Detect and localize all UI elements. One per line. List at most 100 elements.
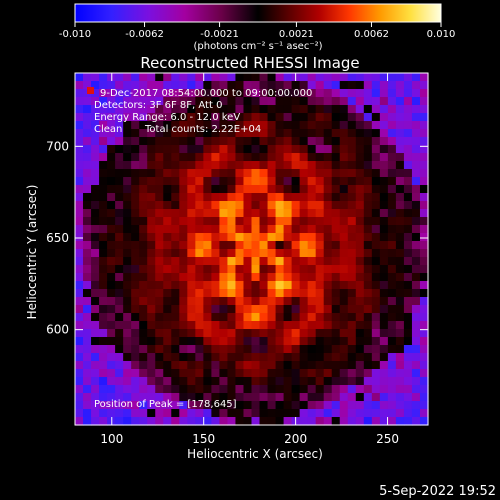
heatmap-cell (179, 97, 188, 106)
heatmap-cell (139, 329, 148, 338)
heatmap-cell (419, 145, 429, 154)
heatmap-cell (243, 73, 253, 82)
heatmap-cell (179, 241, 188, 250)
heatmap-cell (387, 273, 397, 282)
heatmap-cell (171, 329, 180, 338)
heatmap-cell (403, 73, 413, 82)
heatmap-cell (307, 393, 317, 402)
heatmap-cell (259, 249, 269, 258)
heatmap-cell (75, 193, 84, 202)
heatmap-cell (75, 153, 84, 162)
heatmap-cell (339, 193, 349, 202)
heatmap-cell (139, 81, 148, 90)
heatmap-cell (355, 313, 365, 322)
heatmap-cell (315, 241, 325, 250)
heatmap-cell (339, 409, 349, 418)
heatmap-cell (387, 113, 397, 122)
heatmap-cell (299, 289, 309, 298)
heatmap-cell (123, 281, 132, 290)
heatmap-cell (387, 209, 397, 218)
heatmap-cell (107, 201, 116, 210)
heatmap-cell (347, 273, 357, 282)
heatmap-cell (379, 233, 389, 242)
heatmap-cell (203, 121, 212, 130)
heatmap-cell (235, 249, 245, 258)
heatmap-cell (339, 417, 349, 426)
heatmap-cell (259, 225, 269, 234)
heatmap-cell (243, 129, 253, 138)
heatmap-cell (355, 257, 365, 266)
heatmap-cell (267, 241, 277, 250)
heatmap-cell (75, 273, 84, 282)
heatmap-cell (379, 321, 389, 330)
heatmap-cell (227, 97, 237, 106)
heatmap-cell (403, 113, 413, 122)
heatmap-cell (123, 97, 132, 106)
heatmap-cell (107, 337, 116, 346)
heatmap-cell (315, 273, 325, 282)
heatmap-cell (371, 361, 381, 370)
heatmap-cell (355, 233, 365, 242)
heatmap-cell (339, 393, 349, 402)
heatmap-cell (243, 313, 253, 322)
heatmap-cell (363, 169, 373, 178)
heatmap-cell (259, 105, 269, 114)
heatmap-cell (243, 321, 253, 330)
heatmap-cell (155, 161, 164, 170)
heatmap-cell (379, 225, 389, 234)
heatmap-cell (307, 369, 317, 378)
heatmap-cell (123, 377, 132, 386)
heatmap-cell (75, 313, 84, 322)
heatmap-cell (363, 305, 373, 314)
heatmap-cell (355, 409, 365, 418)
heatmap-cell (275, 393, 285, 402)
heatmap-cell (411, 265, 421, 274)
heatmap-cell (219, 321, 229, 330)
heatmap-cell (171, 313, 180, 322)
heatmap-cell (211, 177, 221, 186)
heatmap-cell (419, 153, 429, 162)
heatmap-cell (267, 257, 277, 266)
heatmap-cell (179, 401, 188, 410)
heatmap-cell (323, 89, 333, 98)
heatmap-cell (347, 361, 357, 370)
heatmap-cell (171, 193, 180, 202)
heatmap-cell (259, 385, 269, 394)
heatmap-cell (75, 289, 84, 298)
heatmap-cell (139, 361, 148, 370)
heatmap-cell (235, 297, 245, 306)
heatmap-cell (259, 97, 269, 106)
heatmap-cell (283, 353, 293, 362)
heatmap-cell (307, 305, 317, 314)
heatmap-cell (131, 137, 140, 146)
heatmap-cell (219, 313, 229, 322)
heatmap-cell (355, 249, 365, 258)
heatmap-cell (355, 393, 365, 402)
heatmap-cell (371, 73, 381, 82)
heatmap-cell (251, 233, 261, 242)
legend-swatch (87, 87, 94, 94)
heatmap-cell (363, 201, 373, 210)
heatmap-cell (267, 321, 277, 330)
heatmap-cell (171, 257, 180, 266)
heatmap-cell (347, 209, 357, 218)
heatmap-cell (91, 409, 100, 418)
heatmap-cell (91, 233, 100, 242)
heatmap-cell (371, 393, 381, 402)
heatmap-cell (339, 129, 349, 138)
heatmap-cell (387, 313, 397, 322)
heatmap-cell (291, 305, 301, 314)
heatmap-cell (323, 153, 333, 162)
heatmap-cell (403, 241, 413, 250)
heatmap-cell (131, 249, 140, 258)
heatmap-cell (107, 409, 116, 418)
heatmap-cell (291, 369, 301, 378)
heatmap-cell (299, 153, 309, 162)
heatmap-cell (395, 97, 405, 106)
heatmap-cell (147, 353, 156, 362)
heatmap-cell (163, 193, 172, 202)
heatmap-cell (179, 417, 188, 426)
heatmap-cell (155, 241, 164, 250)
heatmap-cell (419, 289, 429, 298)
heatmap-cell (355, 321, 365, 330)
